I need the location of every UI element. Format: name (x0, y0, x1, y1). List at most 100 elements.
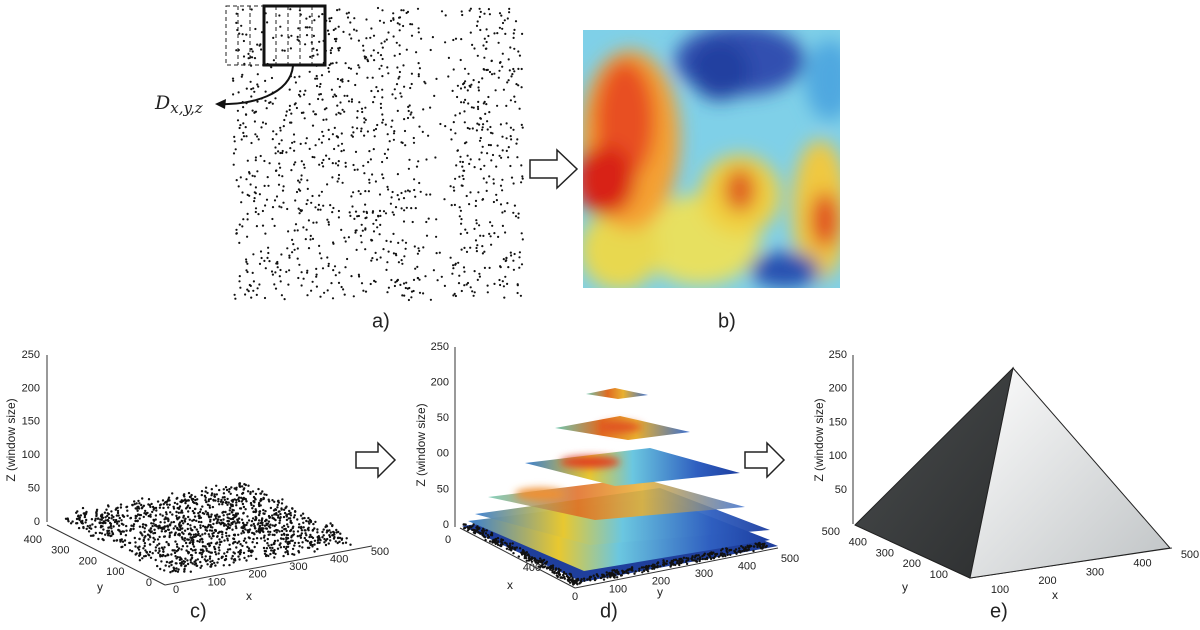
dot (458, 175, 461, 178)
dot (334, 27, 337, 30)
dot (372, 230, 376, 233)
dot (234, 297, 237, 300)
dot (408, 104, 411, 107)
dot (472, 79, 475, 82)
dot (304, 532, 307, 535)
dot (617, 572, 620, 576)
dot (499, 184, 503, 187)
dot (170, 560, 174, 563)
dot (390, 278, 393, 282)
dot (390, 125, 393, 128)
dot (516, 156, 519, 159)
dot (151, 552, 154, 555)
dot (260, 126, 263, 129)
dot (230, 486, 233, 489)
dot (493, 72, 496, 75)
dot (159, 521, 162, 524)
dot (146, 511, 149, 515)
dot (498, 12, 502, 15)
dot (339, 112, 342, 115)
dot (193, 526, 197, 529)
dot (412, 141, 416, 144)
dot (322, 158, 325, 162)
dot (328, 529, 331, 532)
dot (422, 246, 425, 249)
dot (320, 74, 324, 77)
dot (286, 545, 290, 548)
dot (226, 513, 229, 516)
dot (293, 510, 297, 513)
dot (217, 500, 220, 503)
dot (215, 513, 219, 516)
dot (284, 506, 287, 510)
dot (451, 272, 454, 275)
dot (193, 501, 196, 505)
dot (77, 526, 81, 530)
dot (518, 251, 522, 254)
dot (207, 550, 210, 553)
dot (499, 283, 502, 287)
dot (180, 548, 183, 551)
dot (238, 484, 241, 487)
dot (222, 518, 225, 521)
dot (356, 168, 359, 171)
dot (409, 113, 412, 116)
dot (218, 503, 221, 506)
dot (337, 281, 341, 284)
dot (489, 221, 492, 224)
dot (319, 208, 322, 211)
dot (337, 177, 340, 180)
dot (485, 40, 488, 44)
dot (341, 542, 345, 545)
dot (293, 76, 296, 79)
tick-label: 0 (443, 519, 449, 531)
dot (549, 568, 552, 571)
dot (395, 41, 398, 44)
dot (295, 190, 299, 194)
dot (241, 225, 244, 228)
dot (205, 529, 209, 532)
dot (759, 546, 762, 549)
dot (176, 502, 179, 506)
dot (729, 553, 732, 556)
dot (506, 17, 509, 20)
dot (596, 575, 600, 578)
dot (326, 183, 329, 186)
dot (71, 520, 74, 523)
dot (236, 512, 239, 515)
dot (425, 234, 429, 237)
dot (309, 541, 312, 544)
dot (605, 573, 609, 577)
dot (310, 201, 313, 204)
dot (330, 88, 333, 91)
dot (417, 247, 420, 250)
dot (143, 530, 146, 533)
dot (191, 549, 194, 552)
dot (271, 273, 274, 276)
dot (129, 517, 132, 520)
dot (123, 543, 127, 547)
dot (396, 109, 399, 112)
dot (213, 561, 216, 565)
dot (376, 90, 380, 93)
dot (83, 515, 87, 519)
dot (491, 540, 494, 543)
dot (267, 525, 271, 528)
dot (508, 542, 512, 545)
dot (328, 63, 331, 67)
dot (300, 529, 304, 532)
dot (235, 494, 239, 497)
dot (246, 529, 249, 532)
dot (504, 231, 507, 234)
dot (174, 540, 177, 543)
dot (316, 531, 319, 534)
dot (281, 175, 284, 178)
dot (381, 88, 384, 91)
dot (363, 134, 366, 137)
dot (245, 33, 248, 36)
dot (726, 553, 729, 557)
dot (296, 35, 299, 39)
dot (402, 64, 405, 67)
dot (238, 482, 241, 485)
dot (110, 514, 114, 517)
